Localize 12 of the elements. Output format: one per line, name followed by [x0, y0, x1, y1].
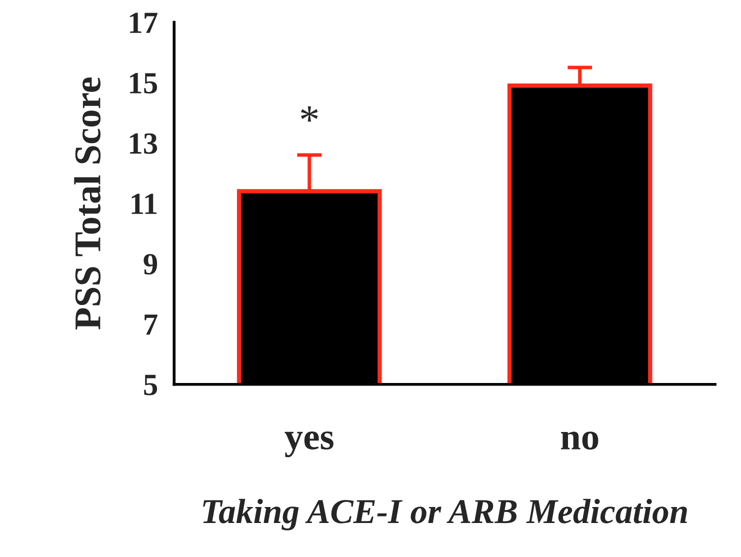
y-tick-label: 7	[144, 314, 158, 335]
y-tick-label: 5	[144, 374, 158, 396]
y-tick-label: 9	[144, 254, 158, 275]
y-axis-title: PSS Total Score	[74, 77, 101, 330]
y-tick-label: 17	[130, 12, 158, 33]
annotation: *	[300, 106, 318, 122]
x-tick-label: no	[561, 432, 598, 450]
y-tick-label: 15	[130, 73, 158, 94]
y-tick-label: 13	[130, 133, 158, 154]
y-tick-label: 11	[132, 194, 157, 214]
x-tick-label: yes	[284, 431, 334, 458]
x-axis-title: Taking ACE-I or ARB Medication	[203, 498, 687, 530]
